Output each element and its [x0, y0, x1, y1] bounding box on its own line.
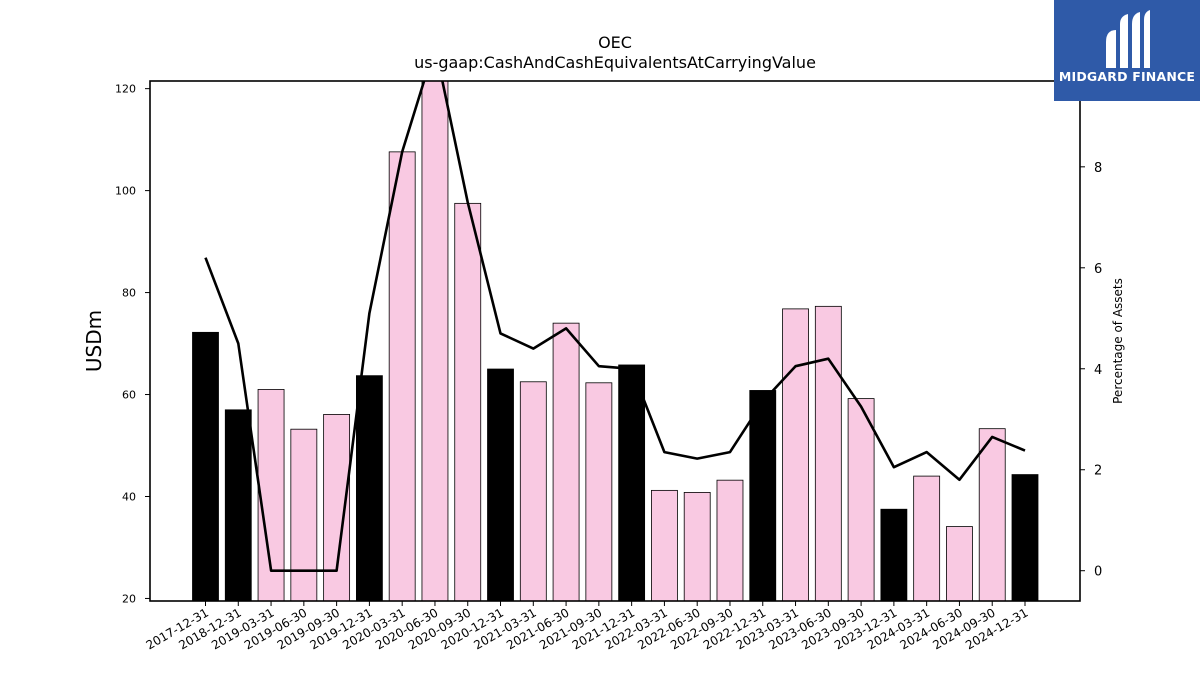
- y-axis-label: USDm: [82, 310, 106, 372]
- bar-2024-03-31: [913, 475, 941, 601]
- y-tick-label: 40: [122, 490, 136, 503]
- y-tick-label: 60: [122, 389, 136, 402]
- chart-title: OEC: [598, 33, 632, 52]
- midgard-finance-logo: MIDGARD FINANCE: [1054, 0, 1200, 101]
- bar-2024-12-31: [1011, 474, 1039, 601]
- bar-2022-09-30: [716, 479, 744, 601]
- bar-2024-06-30: [946, 526, 973, 601]
- bar-2023-09-30: [847, 398, 875, 601]
- logo-text: MIDGARD FINANCE: [1058, 69, 1196, 84]
- percentage-of-assets-line: [204, 81, 1026, 573]
- plot-frame: [149, 80, 1081, 602]
- bar-2019-06-30: [290, 428, 318, 601]
- bar-2021-12-31: [618, 364, 646, 601]
- y2-tick-label: 2: [1094, 464, 1102, 479]
- bar-2020-09-30: [454, 202, 482, 601]
- bar-2024-09-30: [978, 428, 1006, 601]
- bar-2022-12-31: [749, 390, 777, 601]
- bar-series: [192, 81, 1039, 601]
- bar-2020-06-30: [421, 81, 449, 601]
- bar-2021-09-30: [585, 382, 613, 601]
- y2-axis-label: Percentage of Assets: [1111, 278, 1125, 404]
- y2-tick-label: 6: [1094, 262, 1102, 277]
- midgard-m-logo-icon: [1106, 10, 1150, 68]
- bar-2023-12-31: [880, 508, 908, 601]
- y2-tick-label: 0: [1094, 565, 1102, 580]
- bar-2020-12-31: [487, 368, 514, 601]
- bar-2023-06-30: [814, 305, 842, 601]
- chart-subtitle: us-gaap:CashAndCashEquivalentsAtCarrying…: [414, 53, 816, 72]
- y-axis-right: 0 2 4 6 8: [1080, 161, 1102, 580]
- y2-tick-label: 4: [1094, 363, 1102, 378]
- x-axis: 2017-12-312018-12-312019-03-312019-06-30…: [144, 601, 1031, 652]
- bar-2021-06-30: [552, 322, 580, 601]
- bar-2019-12-31: [355, 375, 383, 601]
- y-tick-label: 20: [122, 592, 136, 605]
- bar-2022-06-30: [683, 492, 711, 601]
- bar-2022-03-31: [651, 489, 678, 601]
- y2-tick-label: 8: [1094, 161, 1102, 176]
- y-tick-label: 100: [115, 185, 136, 198]
- y-tick-label: 120: [115, 83, 136, 96]
- bar-2023-03-31: [782, 308, 809, 601]
- line-series: [204, 81, 1026, 573]
- y-tick-label: 80: [122, 287, 136, 300]
- bar-2020-03-31: [388, 151, 416, 601]
- bar-2018-12-31: [224, 409, 252, 601]
- bar-2017-12-31: [192, 331, 219, 601]
- bar-2021-03-31: [519, 381, 547, 601]
- y-axis-left: 20 40 60 80 100 120: [115, 83, 150, 605]
